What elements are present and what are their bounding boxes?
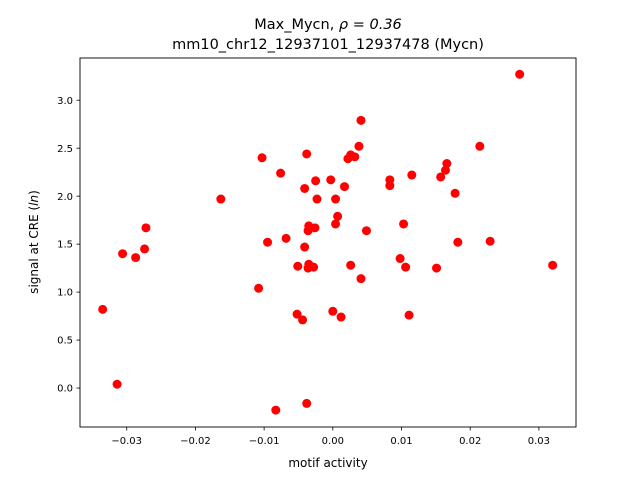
- data-point: [485, 236, 495, 246]
- data-point: [404, 310, 414, 320]
- data-point: [281, 233, 291, 243]
- data-point: [141, 223, 151, 233]
- y-tick-label: 2.0: [57, 192, 73, 203]
- data-point: [395, 254, 405, 264]
- data-point: [440, 165, 450, 175]
- data-point: [339, 182, 349, 192]
- y-tick-label: 1.0: [57, 288, 73, 299]
- data-point: [407, 170, 417, 180]
- data-point: [450, 188, 460, 198]
- data-point: [336, 312, 346, 322]
- x-tick-label: 0.02: [459, 436, 481, 447]
- data-point: [292, 309, 302, 319]
- x-tick-label: −0.01: [249, 436, 280, 447]
- y-tick-label: 0.5: [57, 336, 73, 347]
- data-point: [131, 253, 141, 263]
- y-axis-ticks: 0.0 0.5 1.0 1.5 2.0 2.5 3.0: [57, 96, 80, 395]
- y-tick-label: 3.0: [57, 96, 73, 107]
- data-point: [312, 194, 322, 204]
- data-point: [331, 194, 341, 204]
- data-point: [112, 379, 122, 389]
- data-point: [548, 260, 558, 270]
- data-point: [331, 219, 341, 229]
- data-point: [311, 176, 321, 186]
- x-tick-label: 0.01: [390, 436, 412, 447]
- data-point: [293, 261, 303, 271]
- data-point: [333, 211, 343, 221]
- data-point: [302, 149, 312, 159]
- x-axis-label: motif activity: [288, 456, 367, 470]
- points-layer: [98, 69, 558, 415]
- data-point: [118, 249, 128, 259]
- plot-frame: [79, 57, 577, 428]
- data-point: [515, 69, 525, 79]
- data-point: [401, 262, 411, 272]
- data-point: [300, 183, 310, 193]
- data-point: [140, 244, 150, 254]
- data-point: [442, 159, 452, 169]
- data-point: [328, 306, 338, 316]
- data-point: [354, 141, 364, 151]
- data-point: [475, 141, 485, 151]
- chart-title-line2: mm10_chr12_12937101_12937478 (Mycn): [172, 37, 484, 53]
- data-point: [350, 152, 360, 162]
- data-point: [302, 398, 312, 408]
- x-tick-label: 0.03: [528, 436, 550, 447]
- x-axis-ticks: −0.03 −0.02 −0.01 0.00 0.01 0.02 0.03: [111, 427, 550, 447]
- data-point: [432, 263, 442, 273]
- data-point: [310, 223, 320, 233]
- data-point: [276, 168, 286, 178]
- data-point: [356, 115, 366, 125]
- data-point: [216, 194, 226, 204]
- data-point: [326, 175, 336, 185]
- data-point: [385, 175, 395, 185]
- data-point: [263, 237, 273, 247]
- data-point: [257, 153, 267, 163]
- y-axis-label: signal at CRE (ln): [27, 190, 41, 294]
- data-point: [254, 283, 264, 293]
- chart-title-line1: Max_Mycn, ρ = 0.36: [254, 17, 402, 33]
- data-point: [361, 226, 371, 236]
- data-point: [98, 304, 108, 314]
- data-point: [309, 262, 319, 272]
- x-tick-label: −0.02: [180, 436, 211, 447]
- y-tick-label: 1.5: [57, 240, 73, 251]
- data-point: [300, 242, 310, 252]
- data-point: [271, 405, 281, 415]
- data-point: [436, 172, 446, 182]
- data-point: [346, 260, 356, 270]
- data-point: [453, 237, 463, 247]
- data-point: [298, 315, 308, 325]
- y-tick-label: 0.0: [57, 384, 73, 395]
- x-tick-label: −0.03: [111, 436, 142, 447]
- y-tick-label: 2.5: [57, 144, 73, 155]
- x-tick-label: 0.00: [322, 436, 344, 447]
- data-point: [399, 219, 409, 229]
- data-point: [356, 274, 366, 284]
